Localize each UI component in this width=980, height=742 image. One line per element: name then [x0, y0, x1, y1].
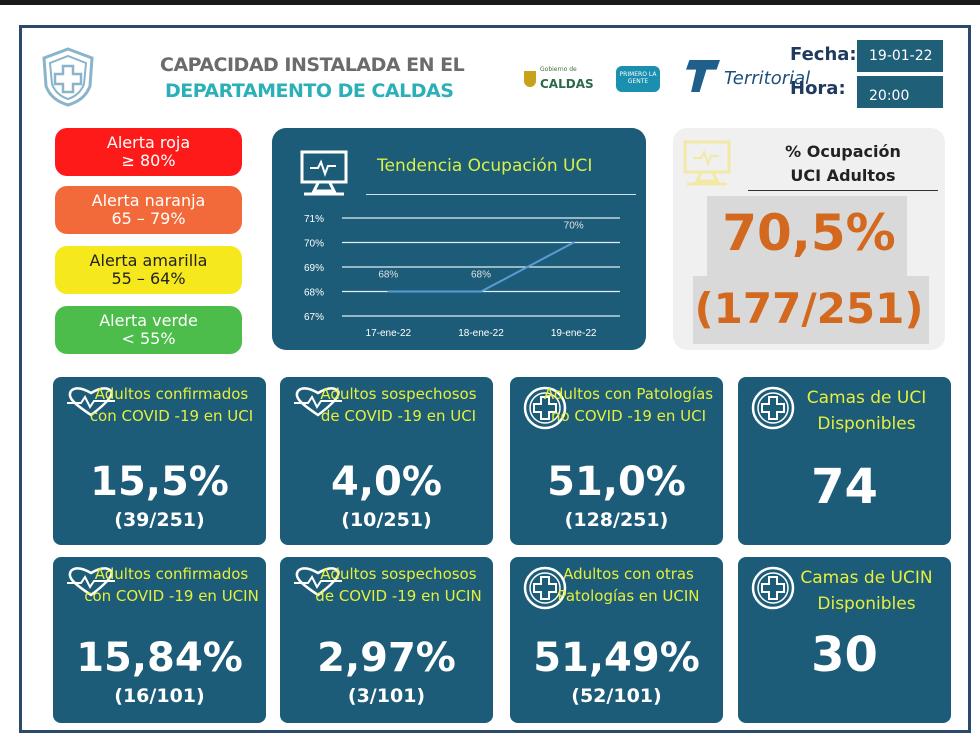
hora-value: 20:00: [857, 76, 943, 108]
card-fraction: (16/101): [114, 685, 205, 707]
card-fraction: (52/101): [571, 685, 662, 707]
card-title: Adultos confirmados con COVID -19 en UCI: [89, 385, 254, 425]
card-title: Adultos sospechosos de COVID -19 en UCIN: [315, 565, 482, 605]
top-bar: [0, 0, 980, 5]
card-title: Adultos con Patologías no COVID -19 en U…: [543, 385, 714, 425]
card-title: Adultos sospechosos de COVID -19 en UCI: [320, 385, 477, 425]
card-value: 30: [811, 627, 878, 683]
x-tick-label: 18-ene-22: [458, 328, 504, 339]
hora-label: Hora:: [790, 78, 846, 99]
card-value: 51,49%: [533, 635, 700, 681]
heart-pulse-icon: [65, 565, 117, 603]
heart-pulse-icon: [65, 385, 117, 423]
x-tick-label: 17-ene-22: [366, 328, 412, 339]
alert-1: Alerta naranja 65 – 79%: [55, 186, 242, 234]
stat-card: Camas de UCIN Disponibles 30: [738, 557, 951, 723]
stat-card: Adultos con Patologías no COVID -19 en U…: [510, 377, 723, 545]
medical-cross-icon: [522, 565, 568, 615]
alert-2: Alerta amarilla 55 – 64%: [55, 246, 242, 294]
alert-label: Alerta amarilla: [89, 251, 208, 270]
card-value: 4,0%: [331, 459, 442, 505]
data-label: 70%: [564, 221, 584, 232]
trend-chart-panel: Tendencia Ocupación UCI 67% 68% 69% 70% 71% 1…: [272, 128, 646, 350]
medical-cross-icon: [750, 385, 796, 435]
card-title: Camas de UCI Disponibles: [806, 388, 927, 434]
alert-range: ≥ 80%: [121, 151, 176, 170]
title-line1: CAPACIDAD INSTALADA EN EL: [160, 54, 465, 76]
card-value: 74: [811, 459, 878, 515]
occupancy-percent: 70,5%: [722, 204, 896, 262]
alert-label: Alerta verde: [99, 311, 198, 330]
alert-label: Alerta roja: [106, 133, 191, 152]
data-point: [387, 290, 390, 293]
card-title: Adultos con otras Patologías en UCIN: [557, 565, 700, 605]
monitor-icon: [300, 150, 348, 196]
medical-cross-icon: [750, 565, 796, 615]
data-label: 68%: [471, 270, 491, 281]
heart-pulse-icon: [292, 385, 344, 423]
y-tick-label: 67%: [304, 312, 324, 323]
stat-card: Adultos con otras Patologías en UCIN 51,…: [510, 557, 723, 723]
alert-range: < 55%: [121, 329, 176, 348]
fecha-value: 19-01-22: [857, 40, 943, 72]
stat-card: Adultos confirmados con COVID -19 en UCI…: [53, 377, 266, 545]
data-label: 68%: [378, 270, 398, 281]
alert-range: 55 – 64%: [111, 269, 186, 288]
title-line2: DEPARTAMENTO DE CALDAS: [165, 80, 454, 102]
card-fraction: (10/251): [341, 509, 432, 531]
y-tick-label: 70%: [304, 239, 324, 250]
card-title: Camas de UCIN Disponibles: [800, 568, 933, 614]
alert-label: Alerta naranja: [91, 191, 206, 210]
logo-territorial: Territorial: [724, 68, 811, 89]
y-tick-label: 71%: [304, 214, 324, 225]
x-tick-label: 19-ene-22: [551, 328, 597, 339]
monitor-icon: [683, 140, 731, 186]
card-fraction: (3/101): [347, 685, 426, 707]
occupancy-title-1: % Ocupación: [785, 142, 901, 161]
stat-card: Adultos confirmados con COVID -19 en UCI…: [53, 557, 266, 723]
stat-card: Camas de UCI Disponibles 74: [738, 377, 951, 545]
stat-card: Adultos sospechosos de COVID -19 en UCI …: [280, 377, 493, 545]
y-tick-label: 68%: [304, 288, 324, 299]
shield-cross-icon: [42, 47, 94, 107]
data-point: [480, 290, 482, 293]
alert-0: Alerta roja ≥ 80%: [55, 128, 242, 176]
card-value: 15,5%: [90, 459, 229, 505]
divider: [366, 194, 636, 195]
logo-primero-la-gente: PRIMERO LA GENTE: [616, 66, 660, 92]
dashboard-frame: [19, 25, 971, 733]
card-fraction: (128/251): [564, 509, 669, 531]
medical-cross-icon: [522, 385, 568, 435]
alert-range: 65 – 79%: [111, 209, 186, 228]
chart-title: Tendencia Ocupación UCI: [377, 156, 593, 176]
card-value: 15,84%: [76, 635, 243, 681]
alert-3: Alerta verde < 55%: [55, 306, 242, 354]
stat-card: Adultos sospechosos de COVID -19 en UCIN…: [280, 557, 493, 723]
card-title: Adultos confirmados con COVID -19 en UCI…: [84, 565, 259, 605]
fecha-label: Fecha:: [790, 44, 857, 65]
occupancy-panel: % Ocupación UCI Adultos 70,5% (177/251): [673, 128, 945, 350]
logo-caldas: Gobierno de CALDAS: [524, 66, 594, 92]
occupancy-fraction: (177/251): [694, 284, 924, 333]
card-value: 2,97%: [317, 635, 456, 681]
card-fraction: (39/251): [114, 509, 205, 531]
y-tick-label: 69%: [304, 263, 324, 274]
trend-line-chart: 67% 68% 69% 70% 71% 17-ene-22 18-ene-22 19-ene-…: [304, 214, 620, 339]
card-value: 51,0%: [547, 459, 686, 505]
heart-pulse-icon: [292, 565, 344, 603]
occupancy-title-2: UCI Adultos: [790, 166, 896, 185]
data-point: [572, 241, 575, 244]
